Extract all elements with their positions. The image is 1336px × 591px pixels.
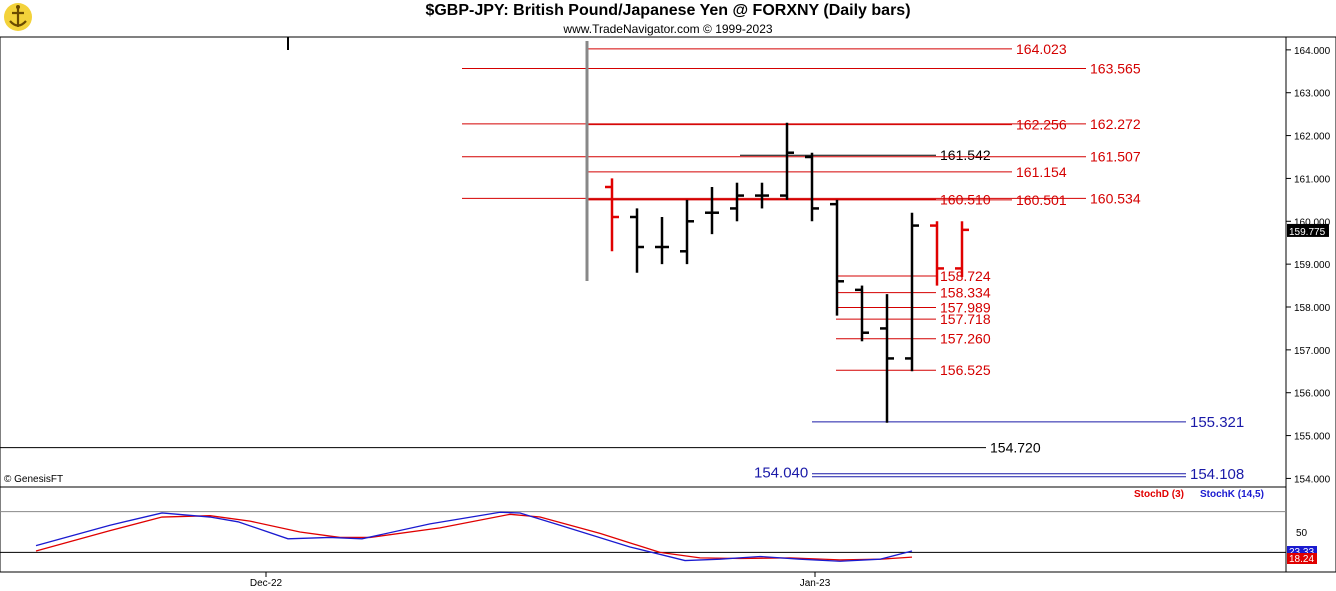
chart-subtitle: www.TradeNavigator.com © 1999-2023 <box>563 22 773 36</box>
level-label: 163.565 <box>1090 61 1141 77</box>
stochd-line <box>35 513 913 561</box>
stoch-panel <box>0 486 1287 573</box>
level-label: 156.525 <box>940 362 991 378</box>
level-label: 158.334 <box>940 285 991 301</box>
level-label: 161.507 <box>1090 149 1141 165</box>
y-tick-label: 162.000 <box>1294 132 1331 143</box>
level-label: 154.108 <box>1190 466 1244 483</box>
level-label: 158.724 <box>940 268 991 284</box>
stochd-last-box <box>1287 553 1317 564</box>
y-tick-label: 161.000 <box>1294 174 1331 185</box>
level-label: 160.501 <box>1016 192 1067 208</box>
y-tick-label: 160.000 <box>1294 217 1331 228</box>
last-price-label: 159.775 <box>1289 227 1326 238</box>
level-label: 157.989 <box>940 299 991 315</box>
stochk-last-box <box>1287 546 1317 557</box>
level-label: 161.154 <box>1016 164 1067 180</box>
y-tick-label: 157.000 <box>1294 346 1331 357</box>
y-tick-label: 158.000 <box>1294 303 1331 314</box>
level-label: 157.718 <box>940 311 991 327</box>
chart-header: $GBP-JPY: British Pound/Japanese Yen @ F… <box>0 0 1336 37</box>
anchor-logo-icon[interactable] <box>3 2 33 32</box>
y-tick-label: 163.000 <box>1294 89 1331 100</box>
level-label: 161.542 <box>940 147 991 163</box>
level-label: 154.720 <box>990 440 1041 456</box>
level-label: 154.040 <box>754 465 808 482</box>
y-tick-label: 159.000 <box>1294 260 1331 271</box>
level-label: 157.260 <box>940 331 991 347</box>
y-tick-label: 155.000 <box>1294 432 1331 443</box>
y-tick-label: 164.000 <box>1294 46 1331 57</box>
stochd-legend: StochD (3) <box>1134 489 1184 500</box>
stochd-last-value: 18.24 <box>1289 554 1314 565</box>
stochk-last-value: 23.33 <box>1289 547 1314 558</box>
chart-title: $GBP-JPY: British Pound/Japanese Yen @ F… <box>425 2 911 19</box>
stochk-legend: StochK (14,5) <box>1200 489 1264 500</box>
level-label: 155.321 <box>1190 414 1244 431</box>
x-tick-label: Jan-23 <box>800 578 831 589</box>
y-tick-label: 154.000 <box>1294 474 1331 485</box>
x-tick-label: Dec-22 <box>250 578 283 589</box>
price-panel <box>0 36 1287 488</box>
level-label: 160.534 <box>1090 190 1141 206</box>
level-label: 162.272 <box>1090 116 1141 132</box>
level-label: 162.256 <box>1016 117 1067 133</box>
copyright-label: © GenesisFT <box>4 474 64 485</box>
stoch-tick-label: 50 <box>1296 528 1308 539</box>
y-tick-label: 156.000 <box>1294 389 1331 400</box>
level-label: 164.023 <box>1016 41 1067 57</box>
stochk-line <box>35 511 913 562</box>
last-price-box <box>1287 223 1329 237</box>
y-axis-panel <box>1285 36 1336 573</box>
